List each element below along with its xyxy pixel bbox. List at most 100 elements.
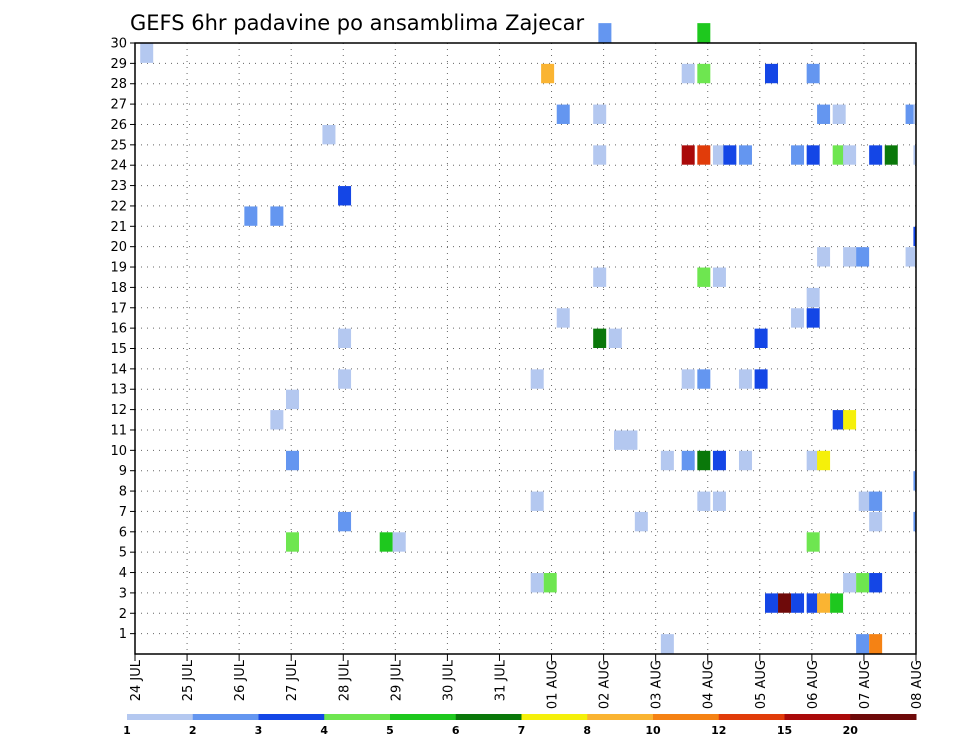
y-tick-label: 27 (110, 98, 127, 113)
precip-cell (738, 145, 752, 165)
precip-cell (856, 634, 870, 654)
precip-cell (791, 145, 805, 165)
precip-cell (791, 308, 805, 328)
x-tick-label: 24 JUL (129, 659, 144, 701)
precip-cell (660, 634, 674, 654)
x-tick-label: 08 AUG (910, 660, 925, 709)
precip-cell (806, 450, 820, 471)
legend-label: 6 (452, 724, 460, 737)
y-tick-label: 15 (110, 342, 127, 357)
legend-label: 20 (843, 724, 859, 737)
y-tick-label: 20 (110, 240, 127, 255)
precip-cell (285, 532, 299, 552)
precip-cell (913, 104, 916, 124)
precip-cell (806, 145, 820, 165)
precip-cell (856, 247, 870, 267)
y-tick-label: 30 (110, 37, 127, 52)
precip-cell (530, 491, 544, 511)
precip-cell (856, 573, 870, 593)
precip-cell (712, 267, 726, 287)
precip-cell (806, 63, 820, 84)
legend-swatch (587, 714, 654, 720)
precip-cell (913, 511, 916, 532)
precip-cell (593, 104, 607, 124)
precip-cell (869, 145, 883, 165)
legend-label: 4 (320, 724, 328, 737)
y-tick-label: 6 (119, 525, 127, 540)
legend-swatch (521, 714, 588, 720)
precip-cell (765, 593, 779, 613)
x-tick-label: 27 JUL (285, 659, 300, 701)
precip-cell (338, 369, 352, 389)
precip-cell (541, 63, 555, 84)
precip-cell (817, 593, 831, 613)
y-tick-label: 16 (110, 322, 127, 337)
y-tick-label: 4 (119, 566, 127, 581)
precip-cell (817, 247, 831, 267)
precip-cell (913, 226, 916, 247)
precip-cell (817, 104, 831, 124)
precip-cell (712, 491, 726, 511)
precip-cell (593, 267, 607, 287)
legend-swatch (258, 714, 325, 720)
precip-cell (681, 145, 695, 165)
precip-cell (723, 145, 737, 165)
precip-cell (697, 450, 711, 471)
precip-cell (905, 104, 916, 124)
y-tick-label: 24 (110, 159, 127, 174)
precip-cell (285, 450, 299, 471)
precip-cell (697, 145, 711, 165)
legend-label: 15 (777, 724, 792, 737)
x-tick-label: 01 AUG (546, 660, 561, 709)
legend-label: 8 (583, 724, 591, 737)
x-tick-label: 03 AUG (650, 660, 665, 709)
precip-cell (830, 593, 844, 613)
y-tick-label: 1 (119, 627, 127, 642)
legend-swatch (850, 714, 917, 720)
x-tick-label: 25 JUL (181, 659, 196, 701)
legend-label: 10 (645, 724, 661, 737)
precip-cell (285, 389, 299, 410)
y-tick-label: 12 (110, 403, 127, 418)
y-tick-label: 14 (110, 362, 127, 377)
precip-cell (543, 573, 557, 593)
precip-cell (556, 104, 570, 124)
x-axis: 24 JUL 25 JUL 26 JUL 27 JUL 28 JUL 29 JUL 30 J… (129, 654, 925, 709)
y-tick-label: 5 (119, 546, 127, 561)
precip-cell (843, 247, 857, 267)
legend-swatch (784, 714, 851, 720)
precip-cell (614, 430, 628, 450)
chart-title: GEFS 6hr padavine po ansamblima Zajecar (130, 11, 585, 35)
precip-cell (832, 410, 846, 430)
y-tick-label: 8 (119, 485, 127, 500)
x-tick-label: 05 AUG (754, 660, 769, 709)
y-tick-label: 26 (110, 118, 127, 133)
precip-cell (392, 532, 406, 552)
precip-cell (791, 593, 805, 613)
y-tick-label: 3 (119, 586, 127, 601)
x-tick-label: 04 AUG (702, 660, 717, 709)
y-tick-label: 17 (110, 301, 127, 316)
precip-cell (338, 328, 352, 348)
precip-cell (660, 450, 674, 471)
precip-cell (697, 369, 711, 389)
y-tick-label: 22 (110, 199, 127, 214)
precip-cell (765, 63, 779, 84)
precip-cell (681, 369, 695, 389)
precip-cell (593, 145, 607, 165)
legend-swatch (192, 714, 259, 720)
y-tick-label: 2 (119, 607, 127, 622)
legend-swatch (390, 714, 457, 720)
precip-cell (681, 63, 695, 84)
precip-cell (140, 43, 154, 63)
legend-label: 3 (255, 724, 263, 737)
precip-cell (843, 573, 857, 593)
precip-cell (905, 247, 916, 267)
precip-cell (738, 369, 752, 389)
y-tick-label: 28 (110, 77, 127, 92)
y-tick-label: 18 (110, 281, 127, 296)
colour-legend: 1 2 3 4 5 6 7 8 10 12 15 20 (123, 714, 917, 737)
precip-cell (322, 124, 336, 145)
precip-cell (697, 63, 711, 84)
